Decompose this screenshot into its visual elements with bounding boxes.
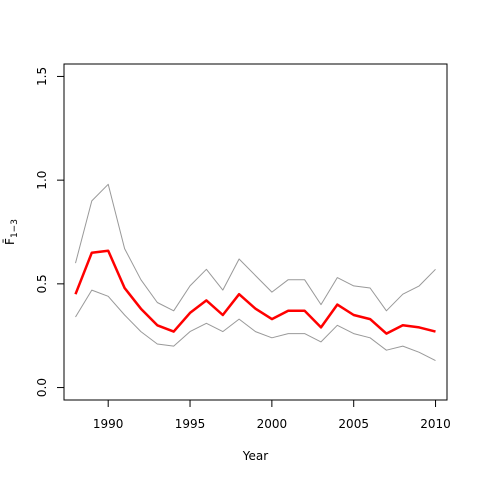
y-axis: 0.0 0.5 1.0 1.5 <box>35 67 65 397</box>
series-line-upper-bound <box>75 183 436 312</box>
series-line-estimate <box>74 249 436 335</box>
y-axis-title-subscript: 1−3 <box>10 219 20 238</box>
y-axis-title: F̄1−3 <box>3 219 20 245</box>
x-tick-label: 2000 <box>257 417 288 431</box>
x-tick-label: 1995 <box>175 417 206 431</box>
y-tick-label-group: 0.5 <box>35 274 49 293</box>
y-tick-label: 1.5 <box>35 67 49 86</box>
y-tick-label-group: 0.0 <box>35 378 49 397</box>
x-tick-label: 2010 <box>420 417 451 431</box>
y-tick-label-group: 1.5 <box>35 67 49 86</box>
y-axis-title-text: F̄1−3 <box>3 219 20 245</box>
series-layer <box>74 183 436 362</box>
y-tick-label-group: 1.0 <box>35 171 49 190</box>
y-tick-label: 0.0 <box>35 378 49 397</box>
x-tick-label: 2005 <box>338 417 369 431</box>
y-tick-label: 0.5 <box>35 274 49 293</box>
y-axis-title-main: F̄ <box>3 238 17 245</box>
series-line-lower-bound <box>75 289 436 362</box>
x-tick-label: 1990 <box>93 417 124 431</box>
y-tick-label: 1.0 <box>35 171 49 190</box>
x-axis: 1990 1995 2000 2005 2010 <box>93 399 451 431</box>
x-axis-title: Year <box>242 449 268 463</box>
